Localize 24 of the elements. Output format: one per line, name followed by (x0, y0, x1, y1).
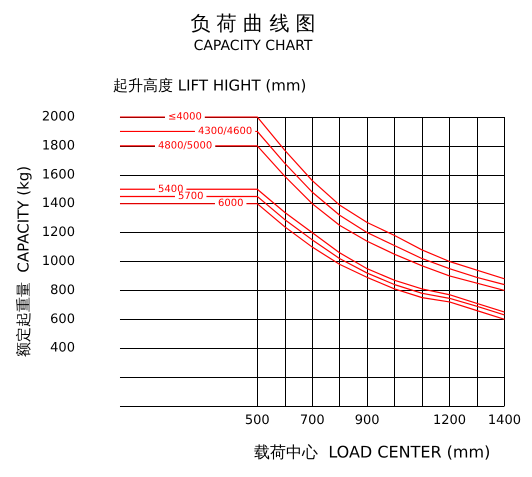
x-tick-label: 700 (300, 413, 325, 428)
chart-subtitle: CAPACITY CHART (194, 38, 313, 54)
y-tick-label: 1000 (42, 254, 75, 269)
y-tick-label: 600 (50, 312, 75, 327)
y-tick-label: 1600 (42, 167, 75, 182)
series-label: 5700 (178, 190, 204, 202)
x-tick-label: 1200 (432, 413, 466, 428)
y-tick-label: 400 (50, 340, 75, 356)
y-tick-label: 800 (50, 282, 75, 298)
y-tick-label: 1400 (42, 196, 75, 212)
y-tick-label: 1200 (42, 225, 75, 240)
x-tick-label: 1400 (488, 413, 522, 428)
series-label: 4800/5000 (158, 140, 212, 152)
chart-title: 负 荷 曲 线 图 (190, 11, 316, 35)
x-tick-label: 500 (244, 413, 270, 428)
y-tick-label: 2000 (42, 110, 75, 124)
series-label: 6000 (218, 198, 244, 210)
series-label: 4300/4600 (198, 126, 252, 137)
y-axis-title: 额定起重量 CAPACITY (kg) (14, 166, 32, 358)
x-tick-label: 900 (354, 413, 380, 428)
series-label: ≤4000 (168, 112, 202, 122)
x-axis-title: 载荷中心 LOAD CENTER (mm) (254, 442, 490, 462)
y-tick-label: 1800 (42, 138, 75, 154)
text: 起升高度 LIFT HIGHT (mm) (113, 76, 306, 94)
